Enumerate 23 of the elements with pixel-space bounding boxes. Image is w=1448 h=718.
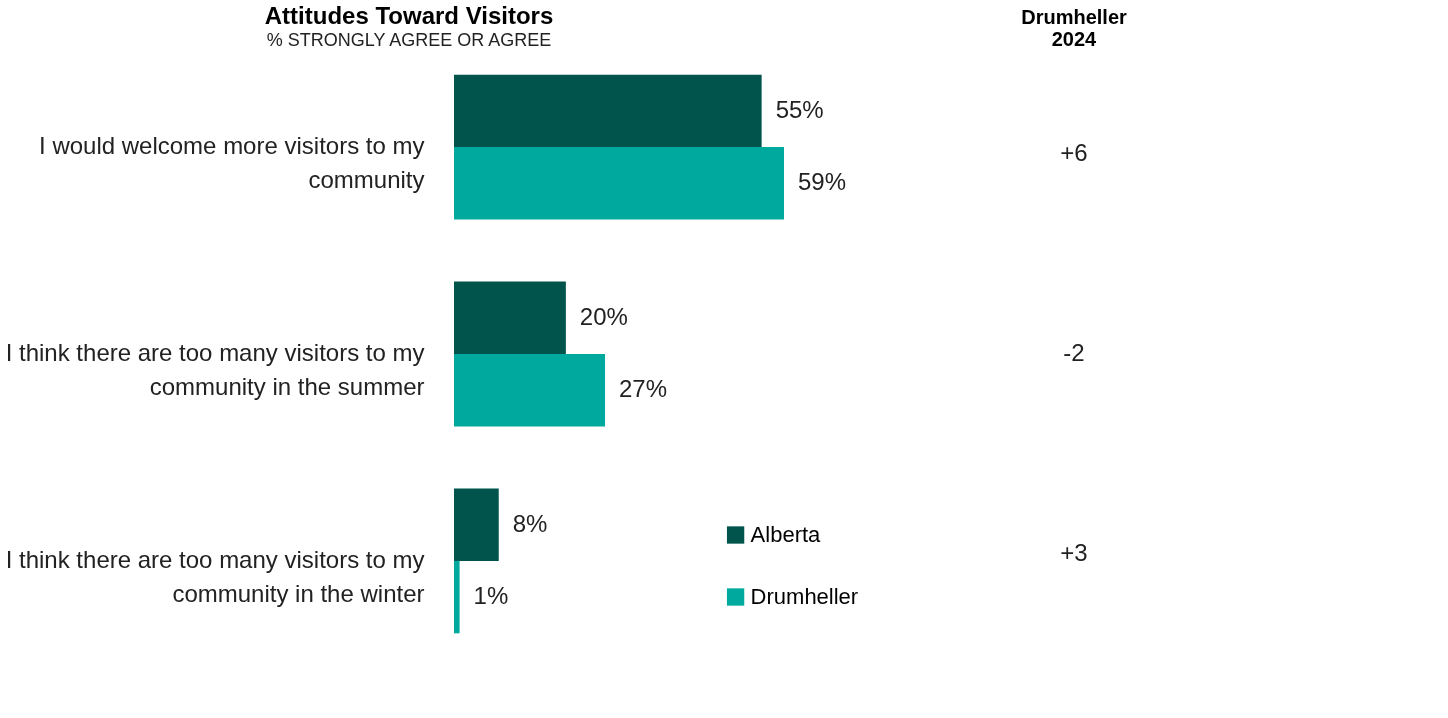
chart-title: Attitudes Toward Visitors: [264, 2, 554, 29]
text: -2: [1063, 339, 1085, 366]
y-tick-label: I think there are too many visitors to my community in the winter: [5, 545, 425, 607]
data-label: 55%: [775, 95, 824, 123]
bar: [454, 354, 606, 427]
text: +3: [1060, 539, 1088, 566]
bar: [454, 147, 784, 220]
chart-subtitle: % STRONGLY AGREE OR AGREE: [266, 30, 552, 50]
legend-label: Alberta: [750, 522, 822, 547]
y-tick-label: I would welcome more visitors to my community: [39, 132, 425, 194]
bar: [454, 560, 460, 634]
legend-label: Drumheller: [750, 584, 859, 609]
bar: [454, 74, 762, 148]
data-label: 8%: [512, 509, 548, 537]
data-label: 20%: [579, 302, 628, 330]
y-tick-label: I think there are too many visitors to my community in the summer: [5, 339, 425, 400]
data-label: 59%: [798, 168, 847, 196]
text: +6: [1060, 139, 1088, 166]
bar: [454, 488, 499, 561]
text: Drumheller 2024: [1021, 6, 1128, 50]
bar: [454, 281, 566, 354]
data-label: 27%: [619, 375, 668, 403]
data-label: 1%: [473, 582, 509, 610]
